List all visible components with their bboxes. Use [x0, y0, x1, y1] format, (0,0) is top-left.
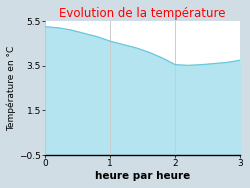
X-axis label: heure par heure: heure par heure — [95, 171, 190, 181]
Title: Evolution de la température: Evolution de la température — [60, 7, 226, 20]
Y-axis label: Température en °C: Température en °C — [7, 45, 16, 131]
